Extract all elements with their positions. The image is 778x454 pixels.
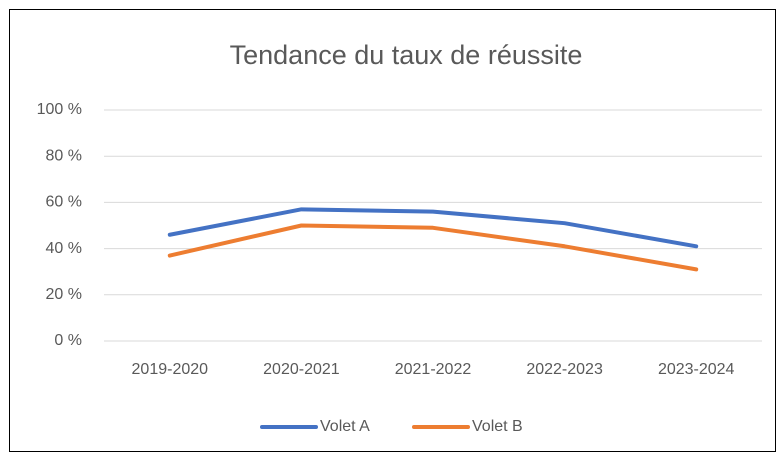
- chart-frame: [9, 9, 776, 452]
- series-line: [167, 223, 699, 272]
- y-tick-label: 40 %: [46, 240, 82, 257]
- legend-label: Volet B: [472, 418, 523, 435]
- x-tick-label: 2021-2022: [395, 361, 472, 378]
- y-tick-label: 100 %: [37, 101, 82, 118]
- y-tick-label: 80 %: [46, 147, 82, 164]
- y-tick-label: 60 %: [46, 194, 82, 211]
- x-tick-label: 2020-2021: [263, 361, 340, 378]
- series-line: [167, 207, 699, 249]
- chart-title: Tendance du taux de réussite: [230, 40, 583, 70]
- legend-label: Volet A: [320, 418, 370, 435]
- x-tick-label: 2022-2023: [526, 361, 603, 378]
- x-tick-label: 2019-2020: [132, 361, 209, 378]
- y-tick-label: 0 %: [54, 332, 82, 349]
- x-tick-label: 2023-2024: [658, 361, 735, 378]
- y-tick-label: 20 %: [46, 286, 82, 303]
